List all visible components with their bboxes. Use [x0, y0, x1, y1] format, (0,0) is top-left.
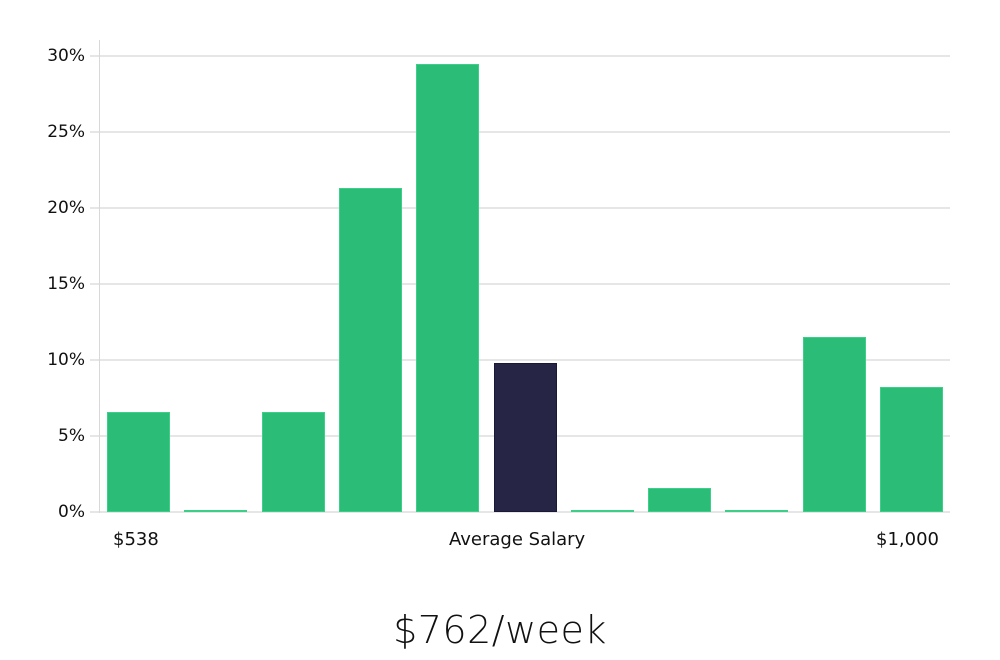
gridline: [90, 511, 950, 513]
y-axis-line: [99, 40, 100, 513]
x-axis-title: Average Salary: [449, 529, 586, 550]
bar: [416, 63, 480, 512]
salary-histogram: 0% 5% 10% 15% 20% 25% 30%: [47, 40, 950, 522]
y-tick-label: 10%: [47, 350, 85, 370]
y-tick-label: 30%: [47, 46, 85, 66]
y-tick-label: 15%: [47, 274, 85, 294]
x-min-label: $538: [113, 529, 159, 550]
bar: [184, 510, 248, 513]
bar: [261, 411, 325, 512]
bar: [338, 188, 402, 512]
bar-average-highlight: [493, 363, 557, 512]
bar: [570, 510, 634, 513]
gridline: [90, 207, 950, 209]
y-tick-label: 5%: [58, 426, 85, 446]
gridline: [90, 55, 950, 57]
bar: [802, 337, 866, 512]
x-max-label: $1,000: [876, 529, 939, 550]
bar: [880, 387, 943, 512]
y-tick-label: 20%: [47, 198, 85, 218]
gridline: [90, 359, 950, 361]
bar: [725, 510, 789, 513]
gridline: [90, 283, 950, 285]
y-tick-label: 0%: [58, 502, 85, 522]
average-salary-value: $762/week: [393, 608, 607, 652]
gridline: [90, 131, 950, 133]
bar: [107, 411, 170, 512]
y-tick-label: 25%: [47, 122, 85, 142]
bar: [648, 487, 712, 512]
